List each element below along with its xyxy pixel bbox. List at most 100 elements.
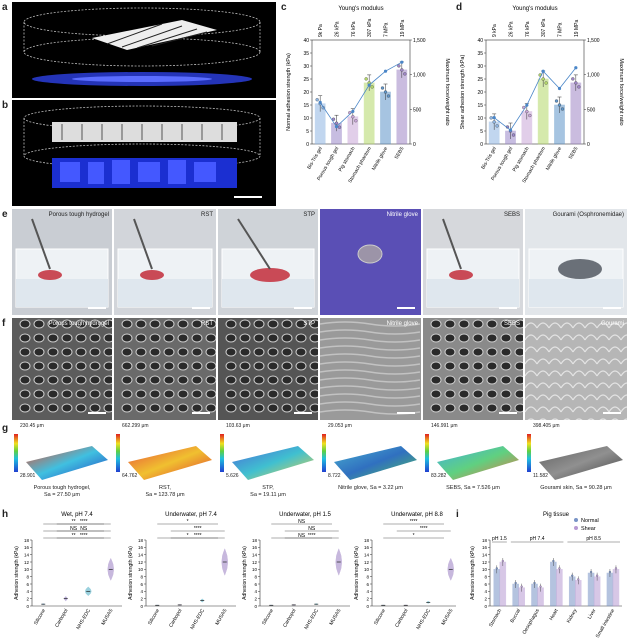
photo-e-art [320,209,421,315]
bar [556,569,563,607]
y-tick-label: 30 [477,64,483,70]
sem-label: SEBS [503,321,520,327]
legend-swatch [574,518,578,522]
sem-texture [525,322,627,420]
sem-image-2: STP [218,318,318,420]
y-tick-label: 12 [482,560,488,565]
data-point [541,77,545,81]
group-label: pH 1.5 [492,536,507,542]
y-tick-label: 0 [480,142,483,148]
data-point [400,68,404,72]
data-point [552,559,555,563]
height-map-roughness: Sa = 123.78 μm [145,492,185,498]
y-tick-label: 0 [254,604,257,609]
y-tick-label: 20 [477,90,483,96]
data-point [334,121,339,125]
bar [550,561,557,607]
chart-title: Underwater, pH 7.4 [165,512,217,518]
y-tick-label: 12 [252,560,258,565]
height-min: 5.626 [226,473,239,479]
modulus-label: 19 MPa [574,20,580,37]
y-tick-label: 18 [364,538,370,543]
x-tick-label: Nitrile glove [545,146,563,172]
panel-label-c: c [281,2,287,13]
height-map-1: 662.299 μm 64.762 RST, Sa = 123.78 μm [114,422,216,508]
bar [493,569,501,607]
x-tick-label: MUSAS [440,607,454,626]
modulus-label: 7 MPa [558,22,564,37]
y-tick-label: 12 [24,560,30,565]
height-map-caption: Gourami skin, Sa = 90.28 μm [540,485,612,491]
chart-title: Underwater, pH 8.8 [391,512,443,518]
panel-label-f: f [2,318,6,329]
data-point [525,109,529,114]
height-map-3: 29.053 μm 8.722 Nitrile glove, Sa = 3.22 μ… [320,422,421,508]
photo-e-4: SEBS [423,209,523,315]
y-tick-label: 8 [140,574,143,579]
panel-a-rendering [23,7,261,86]
y2-tick-label: 1,500 [587,38,600,44]
sem-label: Nitrile glove [386,321,418,327]
ratio-point [367,83,371,87]
height-map-4: 146.991 μm 83.282 SEBS, Sa = 7.526 μm [423,422,523,508]
chart-i: Pig tissue 0 2 4 6 8 10 12 14 16 18 Adhesion streng… [470,512,622,639]
significance-label: **** [80,533,88,539]
ratio-point [508,128,513,132]
photo-e-art [221,218,315,308]
bar [363,82,375,145]
significance-label: **** [410,519,418,525]
y-axis-label: Adhesion strength (kPa) [14,546,20,600]
y2-axis-label: Maximum force/weight ratio [618,58,624,125]
y-axis-label: Adhesion strength (kPa) [470,546,476,600]
scale-bar [192,307,210,309]
data-point [495,124,499,128]
height-map-art [425,434,519,480]
y2-tick-label: 500 [413,107,422,113]
modulus-label: 26 kPa [509,21,515,37]
ratio-point [574,66,578,70]
height-max: 230.45 μm [20,423,44,429]
y-tick-label: 40 [477,38,483,44]
data-point [492,120,496,124]
data-point [544,81,548,85]
y-tick-label: 2 [254,596,257,601]
data-point [364,77,368,81]
y-tick-label: 18 [252,538,258,543]
data-point [489,116,493,120]
data-point [397,64,401,68]
y2-tick-label: 0 [587,142,590,148]
height-min: 11.582 [533,473,548,479]
y-tick-label: 10 [477,116,483,122]
data-point [403,72,407,76]
x-tick-label: Bis-Tris gel [306,146,324,171]
modulus-label: 26 kPa [335,21,341,37]
y-tick-label: 6 [366,582,369,587]
ratio-point [351,109,355,114]
sem-image-1: RST [114,318,216,420]
photo-e-label: RST [201,212,213,218]
data-point [614,567,618,570]
scale-bar [397,412,415,414]
height-map-caption: RST, [159,485,171,491]
sem-texture [320,321,421,415]
height-map-roughness: Sa = 27.50 μm [43,492,81,498]
significance-label: NS [298,533,306,539]
data-point [574,81,578,85]
y-tick-label: 2 [26,596,29,601]
y-tick-label: 15 [303,103,309,109]
chart-h: Wet, pH 7.4 0 2 4 6 8 10 12 14 16 18 Adhesion stren… [14,512,456,631]
height-map-caption: Nitrile glove, Sa = 3.22 μm [338,485,403,491]
y-tick-label: 14 [24,552,30,557]
bar [499,561,507,607]
sem-label: Porous tough hydrogel [48,321,109,327]
ratio-point [557,86,562,91]
sem-texture [121,319,216,413]
y-tick-label: 2 [140,596,143,601]
ratio-point [541,69,545,73]
chart-title: Wet, pH 7.4 [61,512,93,518]
data-point [354,119,358,123]
y-tick-label: 15 [477,103,483,109]
modulus-label: 9 kPa [492,24,498,37]
y-tick-label: 8 [26,574,29,579]
significance-label: **** [194,533,202,539]
